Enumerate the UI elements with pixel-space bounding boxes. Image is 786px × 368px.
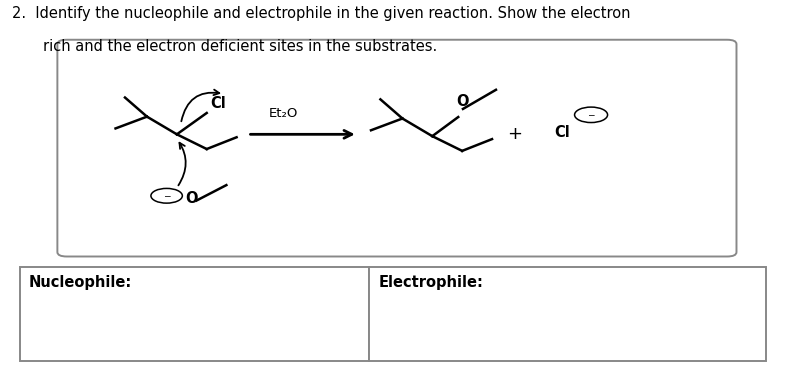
Text: −: − — [163, 191, 171, 200]
Bar — [369, 267, 766, 361]
Text: Nucleophile:: Nucleophile: — [29, 275, 132, 290]
Text: Cl: Cl — [554, 125, 570, 140]
Text: rich and the electron deficient sites in the substrates.: rich and the electron deficient sites in… — [43, 39, 438, 54]
Text: Et₂O: Et₂O — [268, 107, 298, 120]
Text: O: O — [457, 94, 469, 109]
Text: Electrophile:: Electrophile: — [379, 275, 483, 290]
Bar — [20, 267, 369, 361]
Text: Cl: Cl — [210, 96, 226, 111]
Text: O: O — [185, 191, 198, 206]
Text: 2.  Identify the nucleophile and electrophile in the given reaction. Show the el: 2. Identify the nucleophile and electrop… — [12, 6, 630, 21]
Text: −: − — [587, 110, 595, 119]
Text: +: + — [507, 125, 523, 143]
FancyBboxPatch shape — [57, 40, 736, 256]
